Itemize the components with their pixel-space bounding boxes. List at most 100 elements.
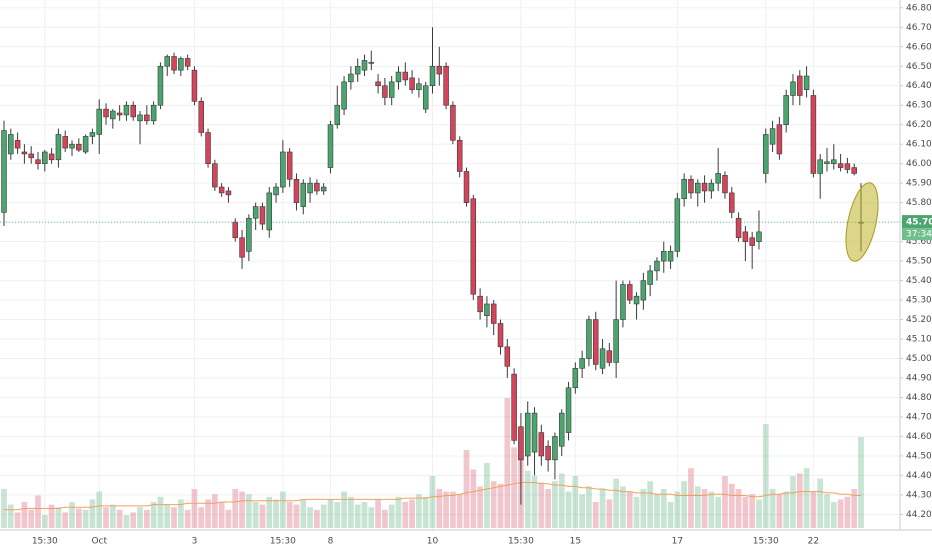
y-tick-label: 46.50 [906,62,932,72]
volume-bar [7,504,14,528]
volume-bar [640,489,647,528]
volume-bar [314,509,320,528]
candle-body [756,231,762,242]
candle-body [69,143,75,149]
volume-bar [293,504,300,528]
volume-bar [851,489,858,528]
candle-body [824,161,830,164]
y-tick-label: 45.90 [906,179,932,189]
volume-bar [450,491,456,528]
candle-body [1,130,7,213]
volume-bar [511,447,517,528]
volume-bar [552,481,558,528]
candle-body [504,346,511,367]
volume-bar [633,496,640,528]
candle-body [76,143,82,151]
volume-bar [708,491,715,528]
y-tick-label: 46.10 [906,140,932,150]
candle-body [184,58,191,67]
volume-bar [592,502,599,528]
candle-body [314,182,320,192]
volume-bar [701,489,708,528]
volume-bar [606,499,613,528]
highlight-annotation [845,182,879,262]
volume-bar [177,499,184,528]
candle-body [402,71,409,81]
y-tick-label: 46.00 [906,159,932,169]
candle-body [450,104,456,141]
volume-bar [722,476,728,528]
candle-body [259,206,266,225]
volume-bar [225,509,232,528]
volume-bar [48,504,55,528]
candle-body [742,231,749,242]
candle-body [82,136,89,153]
candle-body [225,190,232,196]
candle-body [708,182,715,192]
y-tick-label: 44.90 [906,374,932,384]
candle-body [266,192,273,231]
candle-body [239,237,245,258]
volume-bar [803,468,810,528]
candle-body [205,132,211,164]
volume-bar [62,512,69,528]
candle-body [456,139,463,172]
candle-body [803,75,810,90]
volume-bar [477,486,483,528]
volume-bar [150,502,157,528]
volume-bar [620,486,626,528]
candle-body [388,81,395,98]
candle-body [837,163,844,168]
volume-bar [205,499,211,528]
candle-body [382,85,388,98]
volume-bar [667,502,674,528]
candle-body [375,81,381,87]
volume-bar [531,476,538,528]
x-tick-label: 15:30 [32,537,58,547]
volume-bar [599,489,606,528]
candle-body [545,445,551,461]
volume-bar [375,499,381,528]
volume-bar [395,496,402,528]
volume-bar [626,491,633,528]
volume-bar [484,463,490,528]
volume-bar [361,502,368,528]
volume-bar [443,491,449,528]
candle-body [817,159,823,174]
volume-bar [157,496,164,528]
price-tag: 45.70 [906,218,932,228]
volume-bar [783,491,790,528]
candle-body [565,387,572,433]
candle-body [252,206,259,219]
volume-bar [103,507,109,528]
volume-bar [769,489,776,528]
volume-bar [504,398,511,528]
candle-body [613,319,619,363]
volume-bar [463,450,470,528]
volume-bar [824,494,830,528]
volume-bar [837,499,844,528]
axes: 44.20 44.30 44.40 44.50 44.60 44.70 44.80 44.90… [0,3,932,547]
candle-body [28,153,34,159]
x-tick-label: 15:30 [508,537,534,547]
y-tick-label: 45.00 [906,354,932,364]
volume-bar [300,499,307,528]
volume-bar [273,499,279,528]
volume-bar [572,476,579,528]
volume-bar [497,483,504,528]
candle-body [586,319,592,359]
y-tick-label: 46.20 [906,120,932,130]
x-tick-label: 10 [427,537,439,547]
candle-body [626,284,633,301]
volume-bar [735,489,742,528]
y-tick-label: 44.50 [906,451,932,461]
candle-body [48,153,55,161]
candle-body [599,348,606,369]
y-tick-label: 45.60 [906,237,932,247]
volume-bar [613,478,619,528]
volume-bar [21,502,28,528]
y-tick-label: 45.80 [906,198,932,208]
volume-bar [218,502,225,528]
candle-body [348,73,354,83]
